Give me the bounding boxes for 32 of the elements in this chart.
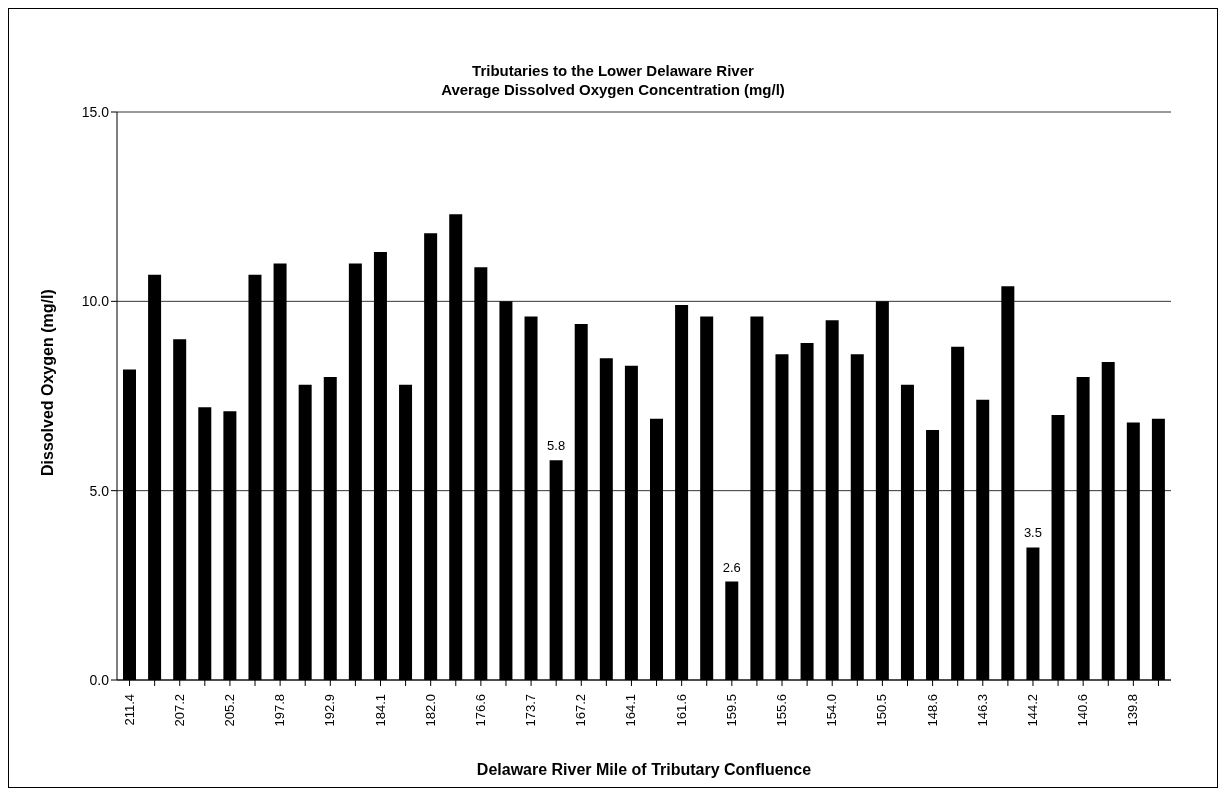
data-label: 2.6 — [722, 559, 741, 575]
y-tick-label: 0.0 — [89, 671, 110, 688]
x-tick-label: 159.5 — [723, 694, 739, 727]
x-tick-label: 207.2 — [171, 694, 187, 727]
data-label: 3.5 — [1023, 525, 1042, 541]
x-tick-label: 148.6 — [924, 694, 940, 727]
x-tick-label: 164.1 — [623, 694, 639, 727]
x-tick-label: 176.6 — [472, 694, 488, 727]
x-tick-label: 155.6 — [774, 694, 790, 727]
x-tick-label: 139.8 — [1125, 694, 1141, 727]
x-tick-label: 184.1 — [372, 694, 388, 727]
data-label: 5.8 — [547, 438, 566, 454]
x-tick-label: 192.9 — [322, 694, 338, 727]
x-axis-title: Delaware River Mile of Tributary Confluence — [476, 761, 812, 778]
x-tick-label: 211.4 — [121, 694, 137, 726]
y-tick-label: 15.0 — [81, 103, 110, 120]
chart-subtitle: Average Dissolved Oxygen Concentration (mg/l) — [440, 80, 786, 99]
x-tick-label: 197.8 — [272, 694, 288, 727]
x-tick-label: 154.0 — [824, 694, 840, 727]
x-tick-label: 205.2 — [221, 694, 237, 727]
chart-title: Tributaries to the Lower Delaware River — [471, 61, 755, 80]
x-tick-label: 182.0 — [422, 694, 438, 727]
x-tick-label: 150.5 — [874, 694, 890, 727]
x-tick-label: 144.2 — [1024, 694, 1040, 727]
x-tick-label: 146.3 — [974, 694, 990, 727]
x-tick-label: 140.6 — [1075, 694, 1091, 727]
x-tick-label: 167.2 — [573, 694, 589, 727]
x-tick-label: 173.7 — [523, 694, 539, 727]
x-tick-label: 161.6 — [673, 694, 689, 727]
y-tick-label: 10.0 — [81, 293, 110, 310]
y-axis-title: Dissolved Oxygen (mg/l) — [38, 289, 56, 476]
y-tick-label: 5.0 — [89, 482, 110, 499]
